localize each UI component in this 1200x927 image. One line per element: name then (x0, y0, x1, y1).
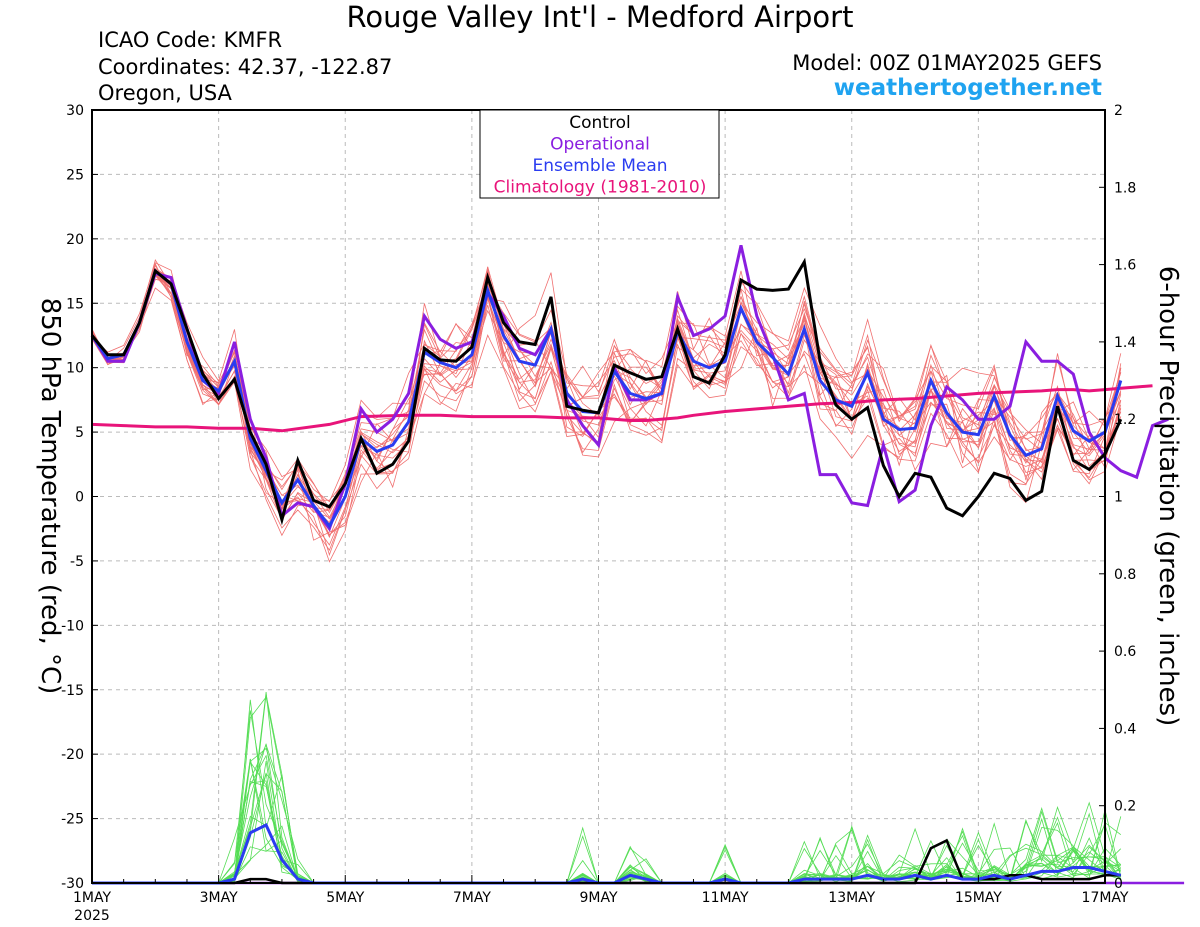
y2-axis-label: 6-hour Precipitation (green, inches) (1153, 266, 1183, 726)
y-tick-label: -30 (61, 876, 84, 892)
mean-precip-line (92, 822, 1122, 885)
icao-code: ICAO Code: KMFR (98, 28, 283, 52)
member-precip-line (92, 710, 1121, 884)
y2-tick-label: 1.8 (1114, 180, 1136, 196)
y-tick-label: 0 (75, 490, 84, 506)
coordinates: Coordinates: 42.37, -122.87 (98, 55, 393, 79)
y-tick-label: -10 (61, 618, 84, 634)
ensemble-members (91, 259, 1122, 884)
y2-tick-label: 1.6 (1114, 258, 1136, 274)
legend-entry: Climatology (1981-2010) (494, 178, 707, 198)
member-temp-line (91, 286, 1122, 537)
y2-tick-label: 1 (1114, 490, 1123, 506)
y-axis-label: 850 hPa Temperature (red, °C) (35, 298, 65, 695)
x-tick-label: 11MAY (702, 890, 749, 906)
y2-tick-label: 2 (1114, 103, 1123, 119)
y-tick-label: 15 (66, 296, 84, 312)
x-year-label: 2025 (74, 908, 110, 924)
operational-temp-line (90, 244, 1169, 532)
y-tick-label: -5 (70, 554, 84, 570)
y-tick-label: 25 (66, 167, 84, 183)
y-tick-label: 20 (66, 232, 84, 248)
model-run: Model: 00Z 01MAY2025 GEFS (792, 51, 1102, 75)
location: Oregon, USA (98, 81, 232, 105)
y2-tick-label: 1.4 (1114, 335, 1136, 351)
member-temp-line (91, 262, 1122, 541)
control-temp-line (90, 257, 1123, 526)
x-tick-label: 17MAY (1082, 890, 1129, 906)
legend-entry: Ensemble Mean (532, 156, 667, 176)
member-temp-line (91, 267, 1122, 510)
x-tick-label: 13MAY (828, 890, 875, 906)
axis-ticks: 302520151050-5-10-15-20-25-3021.81.61.41… (61, 103, 1136, 924)
y-tick-label: -15 (61, 683, 84, 699)
legend-entry: Operational (550, 135, 650, 155)
legend-box (479, 109, 720, 199)
site-link[interactable]: weathertogether.net (833, 75, 1102, 101)
y2-tick-label: 0.4 (1114, 721, 1136, 737)
x-tick-label: 5MAY (326, 890, 364, 906)
x-tick-label: 3MAY (200, 890, 238, 906)
climatology-line (91, 384, 1153, 433)
y2-tick-label: 0.2 (1114, 799, 1136, 815)
x-tick-label: 1MAY (73, 890, 111, 906)
y2-tick-label: 0 (1114, 876, 1123, 892)
x-tick-label: 9MAY (579, 890, 617, 906)
chart-title: Rouge Valley Int'l - Medford Airport (346, 0, 854, 34)
y-tick-label: -20 (61, 747, 84, 763)
member-precip-line (92, 743, 1122, 884)
member-precip-line (92, 743, 1121, 884)
y-tick-label: 5 (75, 425, 84, 441)
grid (92, 110, 1105, 883)
y-tick-label: 10 (66, 361, 84, 377)
y-tick-label: 30 (66, 103, 84, 119)
x-tick-label: 7MAY (453, 890, 491, 906)
legend-entry: Control (569, 113, 630, 133)
y2-tick-label: 1.2 (1114, 412, 1136, 428)
x-tick-label: 15MAY (955, 890, 1002, 906)
y2-tick-label: 0.8 (1114, 567, 1136, 583)
y-tick-label: -25 (61, 812, 84, 828)
y2-tick-label: 0.6 (1114, 644, 1136, 660)
